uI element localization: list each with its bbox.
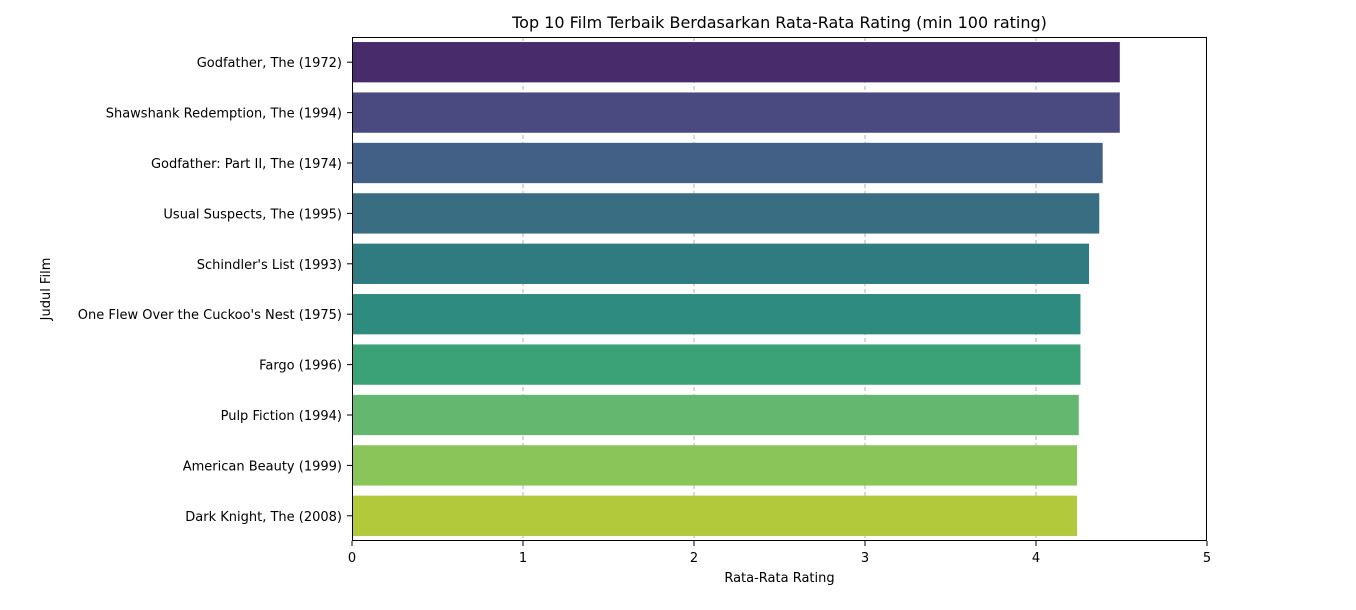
y-tick-label: Usual Suspects, The (1995) xyxy=(163,207,342,222)
bar xyxy=(352,294,1081,335)
y-tick-label: Fargo (1996) xyxy=(259,359,342,374)
bar xyxy=(352,344,1081,385)
x-tick-label: 2 xyxy=(690,551,698,566)
bar xyxy=(352,193,1100,234)
y-tick-label: Dark Knight, The (2008) xyxy=(185,510,342,525)
bars xyxy=(352,42,1120,536)
y-tick-label: Godfather: Part II, The (1974) xyxy=(151,157,342,172)
x-axis-label: Rata-Rata Rating xyxy=(724,571,834,586)
bar xyxy=(352,394,1079,436)
bar xyxy=(352,495,1078,536)
chart-title: Top 10 Film Terbaik Berdasarkan Rata-Rat… xyxy=(511,13,1047,32)
bar xyxy=(352,92,1120,133)
bar xyxy=(352,445,1078,486)
y-tick-label: Shawshank Redemption, The (1994) xyxy=(106,107,342,122)
plot-frame xyxy=(352,37,1207,541)
x-axis-ticks: 0 1 2 3 4 5 xyxy=(348,541,1211,566)
y-axis-label: Judul Film xyxy=(39,258,54,322)
x-tick-label: 3 xyxy=(861,551,869,566)
y-tick-label: Godfather, The (1972) xyxy=(197,56,342,71)
bar xyxy=(352,243,1090,284)
y-tick-label: Pulp Fiction (1994) xyxy=(221,409,342,424)
y-tick-label: American Beauty (1999) xyxy=(183,459,342,474)
y-tick-label: Schindler's List (1993) xyxy=(197,258,342,273)
y-tick-label: One Flew Over the Cuckoo's Nest (1975) xyxy=(78,308,342,323)
x-tick-label: 4 xyxy=(1032,551,1040,566)
x-tick-label: 1 xyxy=(519,551,527,566)
x-tick-label: 5 xyxy=(1203,551,1211,566)
x-tick-label: 0 xyxy=(348,551,356,566)
bar xyxy=(352,142,1103,184)
bar xyxy=(352,42,1120,83)
y-axis-ticks: Godfather, The (1972) Shawshank Redemptio… xyxy=(78,56,352,525)
